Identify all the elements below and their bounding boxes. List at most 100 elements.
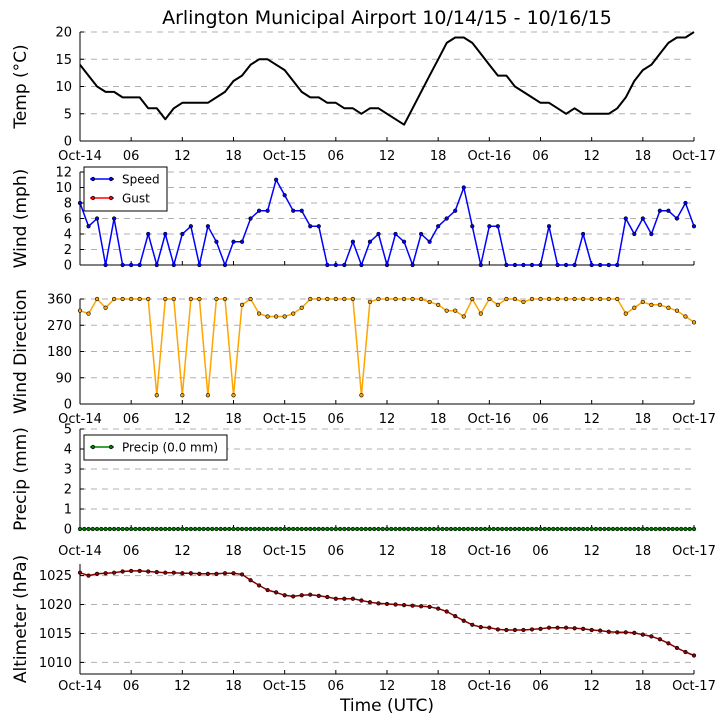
data-point-altimeter (188, 571, 193, 576)
data-point-wind (683, 200, 688, 206)
data-point-altimeter (419, 604, 424, 609)
data-point-wind (649, 231, 654, 237)
data-point-direction (376, 296, 381, 302)
data-point-direction (333, 296, 338, 302)
x-tick-label: 12 (583, 412, 600, 427)
data-point-direction (589, 296, 594, 302)
data-point-direction (674, 308, 680, 313)
data-point-direction (86, 311, 91, 316)
data-point-precip (99, 526, 104, 532)
data-point-altimeter (444, 609, 449, 614)
data-point-direction (77, 308, 83, 313)
data-point-wind (563, 262, 569, 268)
legend-label: Gust (122, 192, 150, 206)
data-point-wind (546, 224, 552, 229)
data-point-altimeter (333, 596, 338, 601)
data-point-direction (546, 296, 552, 302)
data-point-precip (606, 526, 611, 532)
x-tick-label: Oct-15 (263, 412, 307, 427)
x-tick-label: Oct-17 (672, 412, 716, 427)
x-tick-label: 18 (635, 412, 652, 427)
y-tick-label-temp: 15 (55, 53, 72, 68)
data-point-direction (521, 299, 526, 305)
data-point-direction (461, 314, 466, 319)
data-point-precip (342, 526, 347, 532)
data-point-precip (444, 526, 449, 532)
data-point-precip (482, 526, 488, 532)
data-point-precip (504, 526, 509, 532)
x-tick-label: Oct-15 (263, 544, 307, 559)
data-point-altimeter (427, 604, 432, 609)
data-point-direction (538, 296, 543, 302)
data-point-direction (495, 302, 500, 307)
data-point-precip (602, 526, 607, 532)
data-point-wind (120, 262, 125, 268)
data-point-precip (184, 526, 189, 532)
data-point-direction (470, 296, 475, 302)
data-point-direction (623, 311, 628, 316)
data-point-wind (342, 262, 347, 268)
data-point-precip (495, 526, 500, 532)
x-tick-label: Oct-16 (467, 679, 511, 694)
x-tick-labels-row: Oct-14 06 12 18 Oct-15 06 12 18 Oct-16 06 12 18 Oct-… (58, 412, 716, 427)
data-point-precip (414, 526, 419, 532)
data-point-precip (363, 526, 368, 532)
data-point-wind (572, 262, 577, 268)
x-tick-label: Oct-14 (58, 544, 102, 559)
x-tick-label: 18 (225, 679, 242, 694)
data-point-precip (265, 526, 270, 532)
data-point-wind (589, 262, 594, 268)
x-tick-label: 06 (532, 149, 549, 164)
data-point-precip (589, 526, 594, 532)
data-point-direction (444, 308, 449, 313)
data-point-altimeter (581, 626, 586, 631)
data-point-precip (529, 526, 535, 532)
x-tick-label: 18 (430, 679, 447, 694)
data-point-direction (606, 296, 611, 302)
data-point-precip (457, 526, 462, 532)
data-point-precip (461, 526, 466, 532)
data-point-precip (687, 526, 692, 532)
data-point-direction (180, 393, 185, 398)
data-point-precip (124, 526, 130, 532)
data-point-altimeter (316, 593, 321, 598)
data-point-wind (487, 224, 492, 229)
data-point-precip (158, 526, 164, 532)
data-point-direction (478, 311, 483, 316)
y-tick-label-wind: 4 (64, 228, 72, 243)
x-tick-label: 18 (430, 544, 447, 559)
data-point-altimeter (487, 625, 492, 630)
data-point-altimeter (623, 630, 628, 635)
data-point-direction (410, 296, 415, 302)
data-point-altimeter (299, 593, 304, 598)
data-point-precip (86, 526, 91, 532)
data-point-wind (529, 262, 535, 268)
data-point-direction (453, 308, 458, 313)
data-point-wind (282, 193, 287, 198)
data-point-altimeter (683, 649, 688, 655)
data-point-precip (116, 526, 121, 532)
data-point-altimeter (129, 568, 134, 574)
data-point-altimeter (410, 603, 415, 608)
data-point-precip (423, 526, 428, 532)
data-point-direction (350, 296, 355, 302)
data-point-wind (632, 231, 637, 237)
data-point-precip (619, 526, 624, 532)
data-point-altimeter (222, 571, 228, 576)
data-point-wind (470, 224, 475, 229)
data-point-wind (163, 231, 168, 237)
data-point-altimeter (461, 618, 466, 623)
data-point-direction (120, 296, 125, 302)
x-tick-label: Oct-17 (672, 679, 716, 694)
y-tick-label-precip: 0 (64, 523, 72, 538)
data-point-precip (683, 526, 688, 532)
legend-swatch-dot (90, 444, 96, 450)
x-tick-label: 12 (379, 679, 396, 694)
data-point-wind (674, 216, 680, 221)
data-point-wind (308, 224, 313, 229)
data-point-altimeter (112, 570, 117, 575)
data-point-precip (615, 526, 620, 532)
data-point-direction (419, 296, 424, 302)
y-tick-label-direction: 0 (64, 398, 72, 413)
data-point-direction (256, 311, 262, 316)
